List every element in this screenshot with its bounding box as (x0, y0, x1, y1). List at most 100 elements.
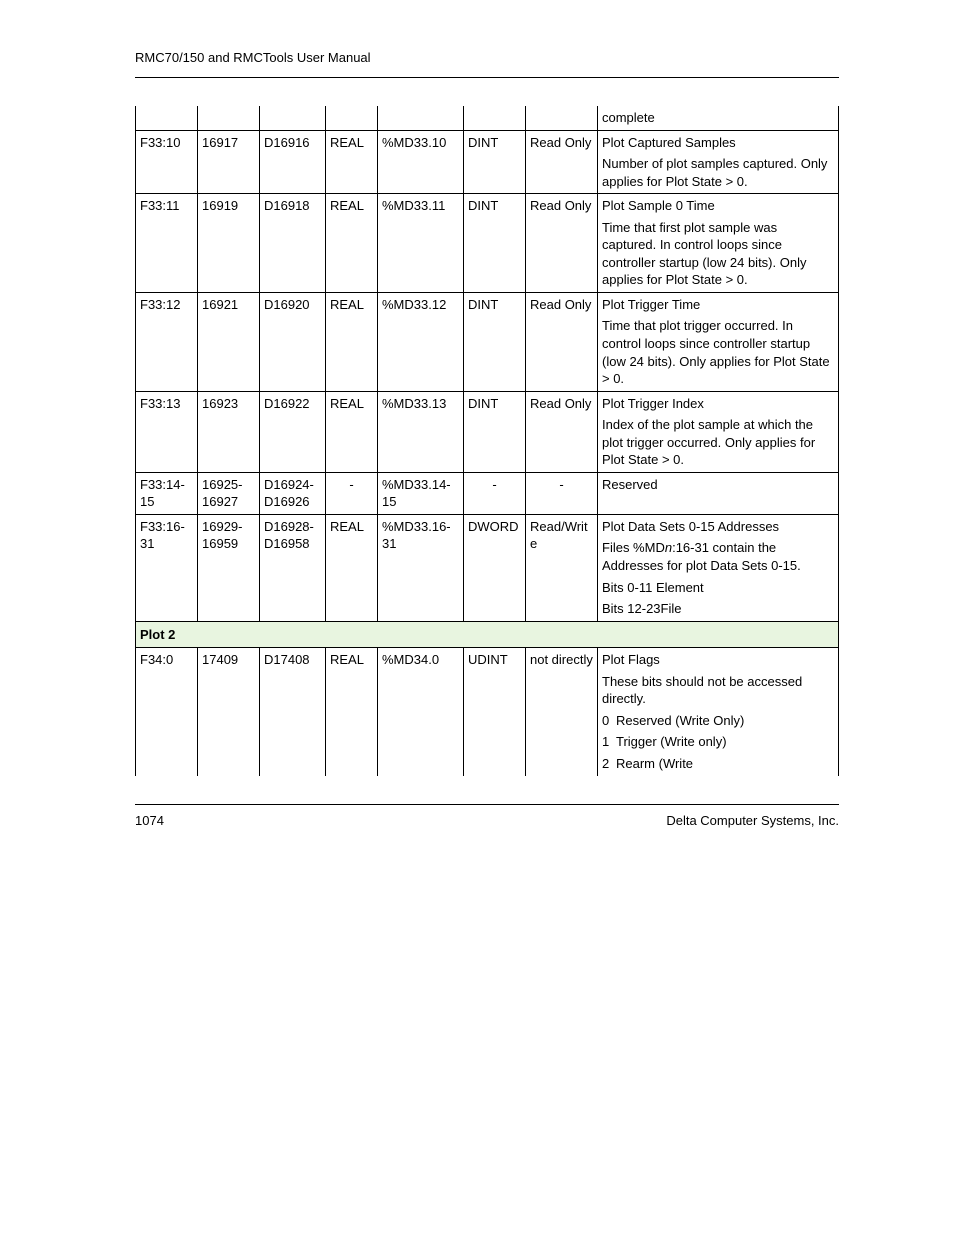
table-cell: Read/Write (526, 514, 598, 621)
table-cell: D16928-D16958 (260, 514, 326, 621)
table-cell (136, 106, 198, 130)
desc-text: Plot Trigger Time (602, 296, 834, 314)
table-cell (378, 106, 464, 130)
table-row: complete (136, 106, 839, 130)
table-cell: F33:14-15 (136, 472, 198, 514)
table-cell: Read Only (526, 194, 598, 293)
table-cell: DINT (464, 130, 526, 194)
table-cell (198, 106, 260, 130)
table-cell: Plot Trigger Index Index of the plot samp… (598, 391, 839, 472)
table-cell: Reserved (598, 472, 839, 514)
table-cell: 16921 (198, 292, 260, 391)
table-row: F33:16-3116929-16959D16928-D16958REAL%MD… (136, 514, 839, 621)
table-cell: UDINT (464, 648, 526, 776)
desc-text: Reserved (602, 476, 834, 494)
desc-text: Number of plot samples captured. Only ap… (602, 155, 834, 190)
table-row: F33:14-1516925-16927D16924-D16926-%MD33.… (136, 472, 839, 514)
table-cell: Plot Flags These bits should not be acces… (598, 648, 839, 776)
table-cell: 16929-16959 (198, 514, 260, 621)
desc-list: 0Reserved (Write Only) 1Trigger (Write on… (602, 712, 834, 773)
desc-text: Bits 12-23File (602, 600, 834, 618)
header-rule (135, 77, 839, 78)
table-cell: Read Only (526, 130, 598, 194)
table-cell: - (326, 472, 378, 514)
table-row: F33:1316923D16922REAL%MD33.13DINTRead On… (136, 391, 839, 472)
desc-text: complete (602, 109, 834, 127)
table-cell: %MD33.12 (378, 292, 464, 391)
table-cell: REAL (326, 391, 378, 472)
table-cell: 17409 (198, 648, 260, 776)
table-cell: - (526, 472, 598, 514)
desc-text: These bits should not be accessed direct… (602, 673, 834, 708)
table-cell: REAL (326, 292, 378, 391)
table-cell: %MD33.13 (378, 391, 464, 472)
table-cell: F33:13 (136, 391, 198, 472)
table-cell: 16925-16927 (198, 472, 260, 514)
table-row: F33:1016917D16916REAL%MD33.10DINTRead On… (136, 130, 839, 194)
table-cell: %MD33.10 (378, 130, 464, 194)
table-cell: 16919 (198, 194, 260, 293)
table-cell: %MD33.16-31 (378, 514, 464, 621)
table-cell: %MD34.0 (378, 648, 464, 776)
table-cell: REAL (326, 194, 378, 293)
table-cell: D17408 (260, 648, 326, 776)
table-cell (464, 106, 526, 130)
register-table: complete F33:1016917D16916REAL%MD33.10DIN… (135, 106, 839, 776)
table-cell: %MD33.11 (378, 194, 464, 293)
table-cell: DINT (464, 292, 526, 391)
desc-text: Plot Trigger Index (602, 395, 834, 413)
desc-text: Index of the plot sample at which the pl… (602, 416, 834, 469)
table-cell: Plot Captured Samples Number of plot samp… (598, 130, 839, 194)
table-cell: D16922 (260, 391, 326, 472)
desc-list-item: 0Reserved (Write Only) (602, 712, 834, 730)
page-header: RMC70/150 and RMCTools User Manual (135, 50, 839, 69)
table-cell: %MD33.14-15 (378, 472, 464, 514)
page-number: 1074 (135, 813, 164, 828)
table-cell: Plot Trigger Time Time that plot trigger … (598, 292, 839, 391)
table-cell: F33:10 (136, 130, 198, 194)
table-cell: DINT (464, 194, 526, 293)
table-cell (326, 106, 378, 130)
table-row: F33:1216921D16920REAL%MD33.12DINTRead On… (136, 292, 839, 391)
table-cell: Plot Data Sets 0-15 Addresses Files %MDn:… (598, 514, 839, 621)
table-cell: DINT (464, 391, 526, 472)
table-cell: DWORD (464, 514, 526, 621)
table-cell: Read Only (526, 292, 598, 391)
table-cell: complete (598, 106, 839, 130)
table-row: F33:1116919D16918REAL%MD33.11DINTRead On… (136, 194, 839, 293)
table-cell: REAL (326, 130, 378, 194)
desc-text: Plot Flags (602, 651, 834, 669)
table-cell: 16917 (198, 130, 260, 194)
desc-text: Time that first plot sample was captured… (602, 219, 834, 289)
desc-text: Plot Captured Samples (602, 134, 834, 152)
table-cell: D16924-D16926 (260, 472, 326, 514)
section-row: Plot 2 (136, 621, 839, 648)
table-cell: Read Only (526, 391, 598, 472)
desc-text: Bits 0-11 Element (602, 579, 834, 597)
table-cell: 16923 (198, 391, 260, 472)
table-cell: REAL (326, 514, 378, 621)
section-header: Plot 2 (136, 621, 839, 648)
desc-list-item: 1Trigger (Write only) (602, 733, 834, 751)
table-cell: F33:11 (136, 194, 198, 293)
desc-text: Time that plot trigger occurred. In cont… (602, 317, 834, 387)
table-cell: F33:16-31 (136, 514, 198, 621)
desc-text: Plot Data Sets 0-15 Addresses (602, 518, 834, 536)
table-cell (526, 106, 598, 130)
table-cell: F34:0 (136, 648, 198, 776)
table-cell: D16920 (260, 292, 326, 391)
table-cell: D16918 (260, 194, 326, 293)
desc-text: Files %MDn:16-31 contain the Addresses f… (602, 539, 834, 574)
table-cell: REAL (326, 648, 378, 776)
company-name: Delta Computer Systems, Inc. (666, 813, 839, 828)
table-cell: F33:12 (136, 292, 198, 391)
table-row: F34:017409D17408REAL%MD34.0UDINTnot dire… (136, 648, 839, 776)
table-cell: - (464, 472, 526, 514)
page-footer: 1074 Delta Computer Systems, Inc. (135, 813, 839, 828)
desc-text: Plot Sample 0 Time (602, 197, 834, 215)
table-cell: not directly (526, 648, 598, 776)
table-cell (260, 106, 326, 130)
table-cell: Plot Sample 0 Time Time that first plot s… (598, 194, 839, 293)
footer-rule (135, 804, 839, 805)
desc-list-item: 2Rearm (Write (602, 755, 834, 773)
